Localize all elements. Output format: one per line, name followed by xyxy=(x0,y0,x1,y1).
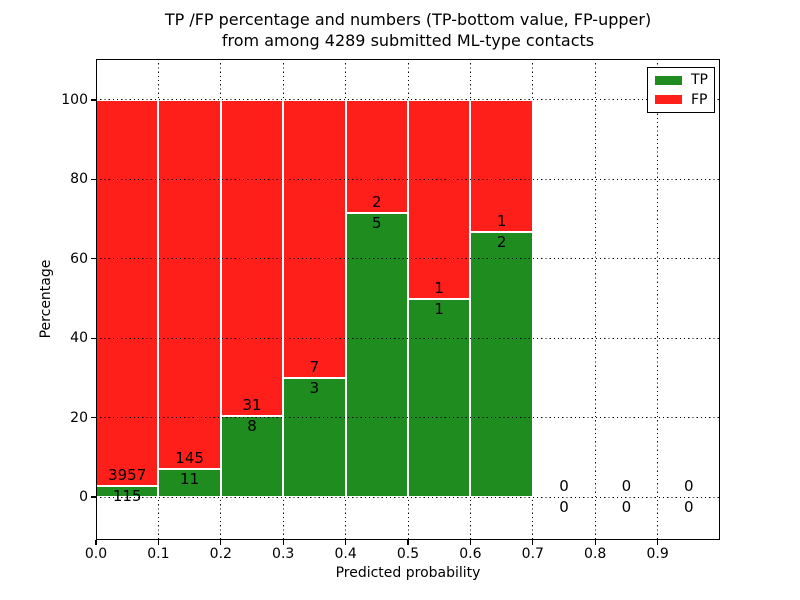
chart-title-line1: TP /FP percentage and numbers (TP-bottom… xyxy=(164,10,652,29)
x-tick-mark xyxy=(407,540,409,545)
gridline-horizontal xyxy=(96,337,720,339)
x-tick-label: 0.6 xyxy=(459,546,482,562)
gridline-horizontal xyxy=(96,496,720,498)
tp-count-label: 3 xyxy=(309,378,320,397)
fp-count-label: 145 xyxy=(175,449,204,468)
y-tick-mark xyxy=(91,496,96,498)
x-tick-label: 0.2 xyxy=(209,546,232,562)
x-tick-label: 0.4 xyxy=(334,546,357,562)
x-axis-label: Predicted probability xyxy=(335,565,481,581)
x-tick-mark xyxy=(594,540,596,545)
bar-tp-segment xyxy=(283,377,346,498)
y-tick-mark xyxy=(91,258,96,260)
fp-count-label: 0 xyxy=(559,477,569,496)
bar-fp-segment xyxy=(408,99,471,299)
tp-count-label: 1 xyxy=(434,299,444,318)
tp-swatch-icon xyxy=(655,75,682,85)
x-tick-mark xyxy=(282,540,284,545)
gridline-horizontal xyxy=(96,178,720,180)
fp-count-label: 0 xyxy=(684,477,694,496)
gridline-vertical xyxy=(532,59,534,540)
y-tick-label: 0 xyxy=(79,489,88,506)
bar-fp-segment xyxy=(96,99,159,486)
x-tick-label: 0.8 xyxy=(584,546,607,562)
y-tick-mark xyxy=(91,178,96,181)
fp-count-label: 31 xyxy=(242,395,262,414)
y-tick-label: 80 xyxy=(70,171,88,188)
fp-count-label: 3957 xyxy=(108,465,147,484)
x-tick-mark xyxy=(220,540,222,545)
x-tick-mark xyxy=(469,540,472,545)
tp-count-label: 0 xyxy=(621,498,632,517)
bar-fp-segment xyxy=(283,99,346,378)
gridline-vertical xyxy=(657,59,659,540)
y-tick-label: 20 xyxy=(70,409,88,426)
y-tick-mark xyxy=(91,337,96,339)
gridline-horizontal xyxy=(96,258,720,260)
x-tick-label: 0.7 xyxy=(521,546,544,562)
bar-tp-segment xyxy=(470,232,533,498)
bar-fp-segment xyxy=(158,99,221,470)
x-tick-mark xyxy=(157,540,160,545)
y-axis-label: Percentage xyxy=(38,259,54,339)
fp-swatch-icon xyxy=(655,95,682,105)
y-tick-mark xyxy=(91,99,96,101)
bar-fp-segment xyxy=(470,99,533,233)
x-tick-label: 0.9 xyxy=(646,546,669,562)
x-tick-mark xyxy=(532,540,534,545)
chart-title-line2: from among 4289 submitted ML-type contac… xyxy=(221,31,595,50)
fp-count-label: 1 xyxy=(434,278,444,297)
gridline-horizontal xyxy=(96,417,720,419)
y-tick-label: 100 xyxy=(61,91,88,108)
fp-count-label: 7 xyxy=(309,357,320,376)
tp-count-label: 115 xyxy=(112,486,142,505)
tp-count-label: 0 xyxy=(559,498,569,517)
x-tick-mark xyxy=(656,540,659,545)
bar-tp-segment xyxy=(220,415,284,498)
bar-fp-segment xyxy=(345,99,408,214)
y-tick-label: 40 xyxy=(70,330,88,347)
legend: TP FP xyxy=(647,67,715,113)
bar-tp-segment xyxy=(158,469,221,498)
fp-count-label: 1 xyxy=(496,212,507,231)
x-tick-label: 0.3 xyxy=(272,546,295,562)
bar-tp-segment xyxy=(408,298,471,498)
x-tick-label: 0.0 xyxy=(84,546,108,562)
gridline-vertical xyxy=(594,59,596,540)
tp-count-label: 0 xyxy=(684,498,694,517)
y-tick-mark xyxy=(91,416,96,419)
tp-count-label: 5 xyxy=(372,214,382,233)
legend-item-fp: FP xyxy=(655,93,714,107)
fp-count-label: 0 xyxy=(621,477,632,496)
tp-count-label: 11 xyxy=(180,470,200,489)
bar-fp-segment xyxy=(220,99,284,416)
y-tick-label: 60 xyxy=(70,250,88,267)
legend-item-tp: TP xyxy=(655,73,714,87)
x-tick-mark xyxy=(344,540,347,545)
legend-label-tp: TP xyxy=(691,72,708,89)
gridline-horizontal xyxy=(96,99,720,101)
tp-count-label: 2 xyxy=(496,233,507,252)
tp-count-label: 8 xyxy=(247,416,257,435)
chart-title: TP /FP percentage and numbers (TP-bottom… xyxy=(96,9,720,51)
x-tick-mark xyxy=(95,540,97,545)
bar-tp-segment xyxy=(345,213,408,498)
x-tick-label: 0.5 xyxy=(396,546,420,562)
x-tick-label: 0.1 xyxy=(147,546,170,562)
plot-area: TP FP 3957 115 145 11 31 8 7 3 2 5 1 1 1 2 0 0 0 0 0 0 xyxy=(91,59,720,545)
legend-label-fp: FP xyxy=(691,91,708,108)
fp-count-label: 2 xyxy=(372,193,382,212)
